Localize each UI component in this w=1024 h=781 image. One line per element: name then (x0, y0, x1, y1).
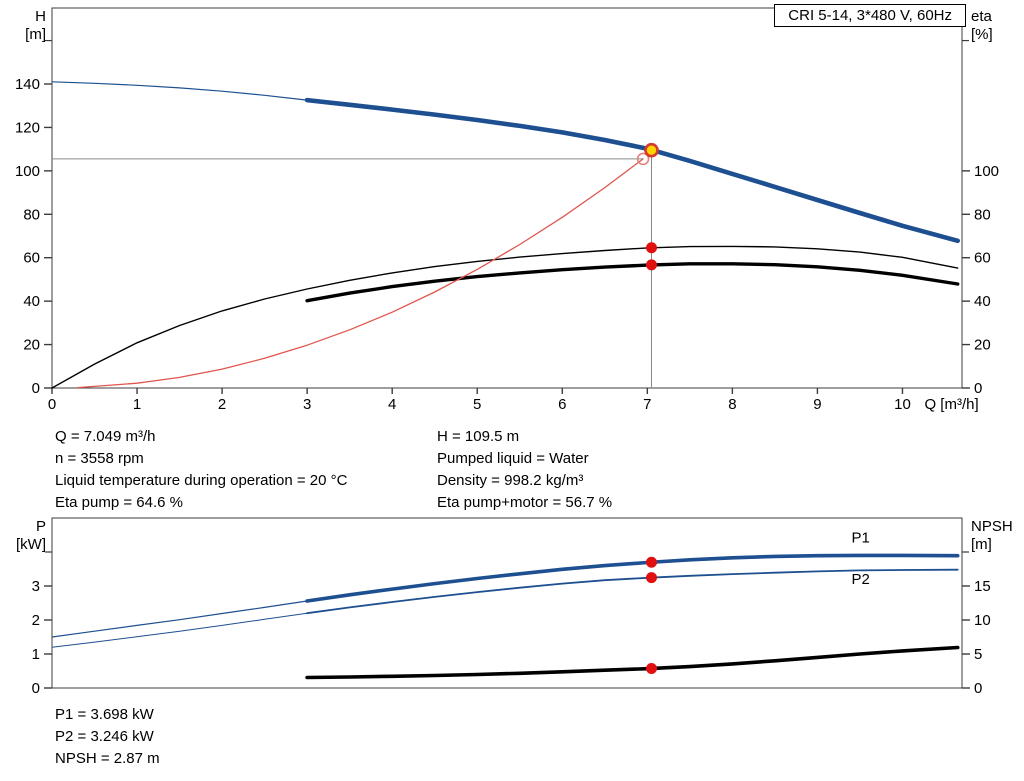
pump-model-title: CRI 5-14, 3*480 V, 60Hz (774, 4, 966, 27)
x-axis-tick-label: 8 (728, 396, 736, 413)
duty-info-left-column: Q = 7.049 m³/h n = 3558 rpm Liquid tempe… (55, 426, 347, 514)
y-axis-left-tick-label: 3 (32, 578, 40, 595)
x-axis-tick-label: 9 (813, 396, 821, 413)
y-axis-left-tick-label: 0 (32, 380, 40, 397)
info-eta-pump-motor: Eta pump+motor = 56.7 % (437, 494, 613, 511)
x-axis-tick-label: 0 (48, 396, 56, 413)
y-axis-left-tick-label: 1 (32, 646, 40, 663)
plot-frame (51, 517, 963, 689)
info-flow: Q = 7.049 m³/h (55, 428, 156, 445)
x-axis-title: Q [m³/h] (924, 396, 978, 413)
duty-info-right-column: H = 109.5 m Pumped liquid = Water Densit… (437, 426, 612, 514)
info-speed: n = 3558 rpm (55, 450, 144, 467)
qh-eta-chart: 0 20 40 60 80 100 120 140 0 20 40 60 80 100 0 1 2 3 4 5 6 7 8 9… (15, 7, 999, 413)
eta-pump-duty-dot (645, 242, 657, 254)
duty-point-circle (636, 152, 650, 166)
p2-curve-label: P2 (851, 571, 869, 588)
y-axis-left-tick-label: 100 (15, 163, 40, 180)
x-axis-tick-label: 7 (643, 396, 651, 413)
p1-curve (305, 553, 960, 603)
power-npsh-chart: 0 1 2 3 0 5 10 15 P[kW] NPSH[m] P1 P2 (16, 517, 1013, 697)
x-axis-tick-label: 1 (133, 396, 141, 413)
y-axis-left-tick-label: 80 (23, 206, 40, 223)
info-pumped-liquid: Pumped liquid = Water (437, 450, 589, 467)
npsh-duty-dot (645, 662, 657, 674)
p1-duty-dot (645, 556, 657, 568)
x-axis-tick-label: 2 (218, 396, 226, 413)
eta-pump-motor-curve (305, 262, 960, 303)
qh-curve (304, 97, 961, 244)
y-axis-right-tick-label: 40 (974, 293, 991, 310)
y-axis-left-title: H (35, 8, 46, 25)
y-axis-right-title: NPSH (971, 518, 1013, 535)
y-axis-left-tick-label: 40 (23, 293, 40, 310)
y-axis-right-title: eta (971, 8, 993, 25)
y-axis-left-tick-label: 140 (15, 76, 40, 93)
y-axis-right-tick-label: 10 (974, 612, 991, 629)
power-info-column: P1 = 3.698 kW P2 = 3.246 kW NPSH = 2.87 … (55, 704, 160, 770)
y-axis-right-tick-label: 80 (974, 206, 991, 223)
plot-frame (51, 7, 963, 389)
y-axis-right-title: [m] (971, 536, 992, 553)
y-axis-left-tick-label: 20 (23, 337, 40, 354)
info-head: H = 109.5 m (437, 428, 520, 445)
y-axis-right-tick-label: 0 (974, 380, 982, 397)
npsh-curve (305, 645, 960, 680)
qh-lead-curve (51, 81, 308, 101)
x-axis-tick-label: 5 (473, 396, 481, 413)
x-axis-tick-label: 10 (894, 396, 911, 413)
y-axis-left-tick-label: 60 (23, 250, 40, 267)
operating-point[interactable] (644, 142, 659, 158)
y-axis-left-title: [m] (25, 26, 46, 43)
y-axis-right-tick-label: 5 (974, 646, 982, 663)
p2-duty-dot (645, 572, 657, 584)
info-density: Density = 998.2 kg/m³ (437, 472, 584, 489)
y-axis-right-tick-label: 60 (974, 250, 991, 267)
p1-lead-curve (51, 600, 308, 638)
y-axis-right-tick-label: 20 (974, 337, 991, 354)
eta-pump-curve (51, 245, 959, 389)
info-eta-pump: Eta pump = 64.6 % (55, 494, 183, 511)
x-axis-tick-label: 3 (303, 396, 311, 413)
x-axis-tick-label: 4 (388, 396, 396, 413)
p1-curve-label: P1 (851, 529, 869, 546)
p2-lead-curve (51, 612, 308, 648)
eta-pump-motor-duty-dot (645, 259, 657, 271)
y-axis-left-tick-label: 120 (15, 119, 40, 136)
info-p2: P2 = 3.246 kW (55, 728, 154, 745)
y-axis-left-title: P (36, 518, 46, 535)
info-p1: P1 = 3.698 kW (55, 706, 154, 723)
y-axis-left-tick-label: 2 (32, 612, 40, 629)
y-axis-right-tick-label: 15 (974, 578, 991, 595)
system-curve-curve (76, 158, 644, 389)
y-axis-right-title: [%] (971, 26, 993, 43)
y-axis-right-tick-label: 100 (974, 163, 999, 180)
y-axis-left-title: [kW] (16, 536, 46, 553)
info-liquid-temperature: Liquid temperature during operation = 20… (55, 472, 348, 489)
x-axis-tick-label: 6 (558, 396, 566, 413)
y-axis-left-tick-label: 0 (32, 680, 40, 697)
p2-curve (306, 568, 959, 615)
y-axis-right-tick-label: 0 (974, 680, 982, 697)
info-npsh: NPSH = 2.87 m (55, 750, 160, 767)
